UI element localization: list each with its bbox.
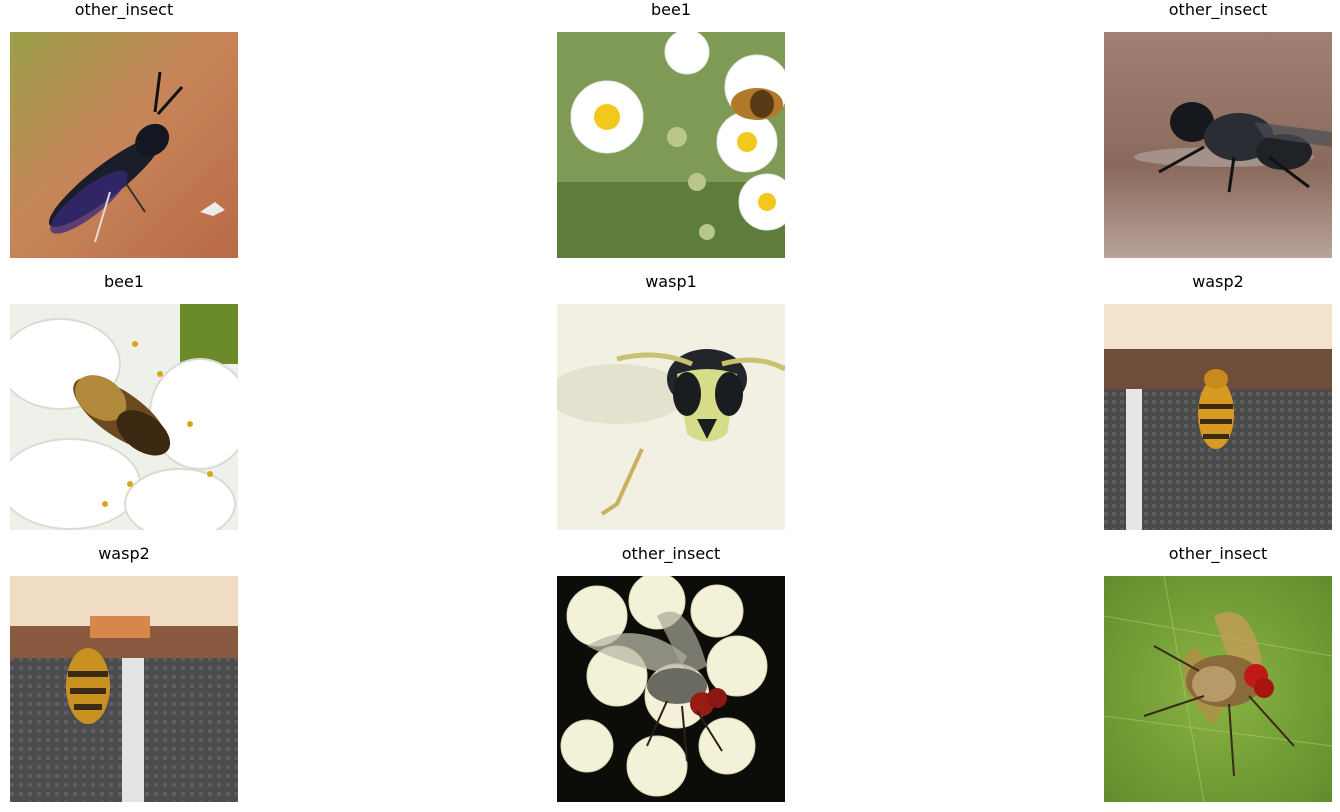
yellowjacket-photo bbox=[1104, 304, 1332, 530]
panel-title: wasp1 bbox=[645, 272, 697, 291]
house-fly-photo bbox=[1104, 32, 1332, 258]
panel-title: wasp2 bbox=[1192, 272, 1244, 291]
panel-title: bee1 bbox=[103, 272, 145, 291]
panel-title: other_insect bbox=[1168, 544, 1268, 563]
red-eyed-fly-photo bbox=[557, 576, 785, 802]
panel-title: other_insect bbox=[621, 544, 721, 563]
yellowjacket-blurry-photo bbox=[10, 576, 238, 802]
mining-bee-photo bbox=[10, 304, 238, 530]
flesh-fly-photo bbox=[1104, 576, 1332, 802]
panel-title: wasp2 bbox=[98, 544, 150, 563]
wasp-face-photo bbox=[557, 304, 785, 530]
panel-title: other_insect bbox=[74, 0, 174, 19]
panel-title: bee1 bbox=[650, 0, 692, 19]
panel-title: other_insect bbox=[1168, 0, 1268, 19]
honeybee-photo bbox=[557, 32, 785, 258]
black-soldier-fly-photo bbox=[10, 32, 238, 258]
